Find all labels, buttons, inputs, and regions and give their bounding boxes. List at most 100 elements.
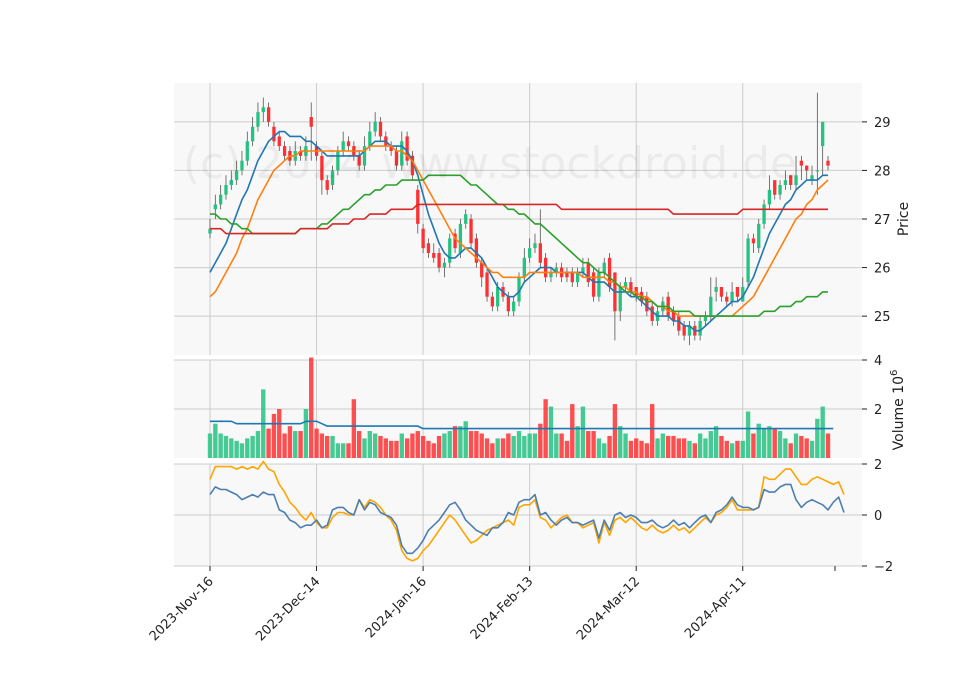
candle-up	[623, 282, 628, 287]
volume-bar	[452, 426, 458, 458]
volume-bar	[516, 431, 522, 458]
volume-bar	[809, 440, 815, 458]
candle-up	[362, 146, 367, 166]
candle-down	[565, 272, 569, 278]
volume-bar	[383, 438, 388, 458]
oscillator-y-tick-label: −2	[874, 560, 893, 575]
volume-bar	[218, 433, 223, 458]
volume-bar	[463, 421, 468, 458]
candle-up	[208, 228, 212, 234]
volume-bar	[591, 431, 596, 458]
volume-bar	[777, 431, 783, 458]
candle-down	[469, 219, 473, 244]
candle-down	[826, 160, 830, 166]
candle-down	[719, 287, 724, 297]
candle-up	[517, 277, 521, 302]
watermark: (c) 2024 www.stockdroid.de	[183, 138, 797, 189]
x-axis: 2023-Nov-16 2023-Dec-14 2024-Jan-16 2024-Fe…	[147, 566, 836, 644]
candle-up	[762, 204, 766, 224]
volume-bar	[639, 440, 644, 458]
candle-down	[506, 296, 510, 312]
volume-bar	[724, 440, 729, 458]
volume-bar	[538, 423, 543, 458]
price-y-tick-label: 26	[874, 262, 891, 277]
price-y-tick-label: 25	[874, 310, 891, 325]
candle-up	[341, 141, 345, 151]
volume-bar	[575, 426, 580, 458]
candle-up	[219, 194, 223, 205]
candle-up	[554, 267, 558, 273]
candle-down	[416, 189, 420, 224]
volume-bar	[756, 423, 761, 458]
volume-bar	[703, 438, 708, 458]
volume-bar	[799, 435, 804, 458]
candle-down	[410, 155, 415, 176]
candle-down	[789, 175, 793, 185]
candle-up	[778, 185, 782, 195]
candle-up	[709, 296, 713, 317]
volume-bar	[607, 435, 612, 458]
volume-bar	[490, 443, 495, 458]
candle-down	[432, 253, 436, 258]
volume-bar	[330, 435, 335, 458]
volume-bar	[815, 418, 820, 458]
candle-down	[570, 272, 574, 283]
volume-bar	[570, 404, 575, 458]
volume-bar	[564, 440, 570, 458]
candle-up	[229, 180, 233, 185]
candle-up	[687, 325, 692, 336]
volume-bar	[420, 435, 426, 458]
candle-up	[240, 160, 244, 171]
volume-bar	[431, 443, 436, 458]
candle-up	[767, 189, 772, 205]
candle-down	[538, 243, 542, 263]
candle-down	[799, 160, 804, 166]
candle-up	[512, 301, 516, 312]
candle-up	[336, 151, 340, 171]
candle-up	[815, 170, 819, 172]
volume-bar	[767, 426, 772, 458]
volume-bar	[793, 433, 799, 458]
volume-bar	[468, 431, 474, 458]
volume-bar	[351, 399, 357, 458]
volume-bar	[277, 409, 282, 458]
candle-up	[496, 287, 500, 307]
oscillator-y-tick-label: 0	[874, 509, 882, 524]
volume-bar	[559, 433, 564, 458]
price-y-tick-label: 27	[874, 213, 891, 228]
x-tick-label: 2024-Feb-13	[468, 574, 537, 643]
volume-bar	[319, 433, 325, 458]
candle-up	[400, 141, 404, 166]
volume-bar	[399, 433, 404, 458]
volume-bar	[522, 435, 527, 458]
candle-up	[714, 287, 718, 292]
volume-bar	[735, 440, 740, 458]
candle-up	[730, 291, 734, 302]
volume-bar	[404, 438, 410, 458]
volume-bar	[250, 435, 255, 458]
candle-up	[442, 262, 447, 268]
volume-bar	[229, 438, 234, 458]
candle-down	[405, 136, 409, 161]
volume-bar	[303, 409, 309, 458]
candle-down	[485, 272, 489, 297]
candle-up	[448, 238, 452, 263]
candle-down	[272, 126, 276, 142]
candle-down	[474, 238, 479, 263]
candle-up	[810, 175, 814, 181]
volume-bar	[309, 357, 314, 458]
volume-bar	[372, 433, 378, 458]
volume-bar	[362, 438, 367, 458]
volume-y-tick-label: 4	[874, 354, 882, 369]
volume-bar	[410, 433, 415, 458]
volume-bar	[367, 431, 373, 458]
candle-up	[256, 112, 260, 127]
candle-up	[250, 126, 255, 142]
volume-bar	[681, 438, 687, 458]
volume-bar	[495, 438, 500, 458]
candle-down	[490, 296, 495, 307]
candle-up	[528, 248, 532, 258]
candle-up	[618, 287, 622, 312]
candle-down	[389, 146, 393, 151]
volume-bar	[687, 440, 692, 458]
